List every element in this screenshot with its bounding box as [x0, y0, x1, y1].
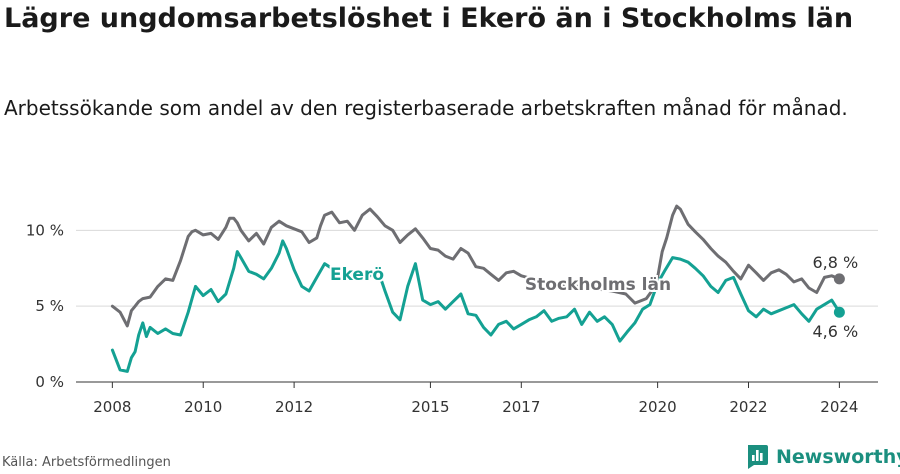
series-lines: [110, 204, 841, 373]
ekero-series-label: Ekerö: [330, 265, 384, 285]
chart-title: Lägre ungdomsarbetslöshet i Ekerö än i S…: [4, 3, 854, 34]
x-tick-label: 2015: [411, 398, 449, 416]
axes: 0 % 5 % 10 % 2008 2010 2012 2015 2017 2020 2022 20…: [26, 221, 878, 416]
stockholm-end-dot: [833, 273, 845, 285]
stockholm-series-label: Stockholms län: [525, 275, 671, 295]
x-tick-label: 2010: [184, 398, 222, 416]
ekero-line: [110, 239, 841, 373]
newsworthy-logo-icon: [748, 445, 768, 469]
brand-logo-link[interactable]: Newsworthy: [745, 443, 900, 471]
x-tick-label: 2024: [820, 398, 858, 416]
series-labels: 6,8 % Stockholms län 4,6 % Ekerö: [328, 253, 859, 341]
x-tick-label: 2008: [93, 398, 131, 416]
y-tick-label: 0 %: [35, 373, 64, 391]
y-tick-label: 5 %: [35, 297, 64, 315]
y-tick-label: 10 %: [26, 221, 64, 239]
x-tick-label: 2020: [639, 398, 677, 416]
x-tick-label: 2012: [275, 398, 313, 416]
chart-subtitle: Arbetssökande som andel av den registerb…: [4, 96, 848, 120]
ekero-end-dot: [833, 306, 845, 318]
gridlines: [76, 229, 878, 307]
x-tick-label: 2017: [502, 398, 540, 416]
line-chart: 0 % 5 % 10 % 2008 2010 2012 2015 2017 2020 2022 20…: [26, 204, 878, 416]
brand-name: Newsworthy: [776, 446, 900, 468]
x-tick-label: 2022: [729, 398, 767, 416]
end-value-label: 4,6 %: [813, 322, 859, 341]
stockholm-line: [110, 204, 841, 328]
source-note: Källa: Arbetsförmedlingen: [2, 455, 171, 470]
end-value-label: 6,8 %: [813, 253, 859, 272]
